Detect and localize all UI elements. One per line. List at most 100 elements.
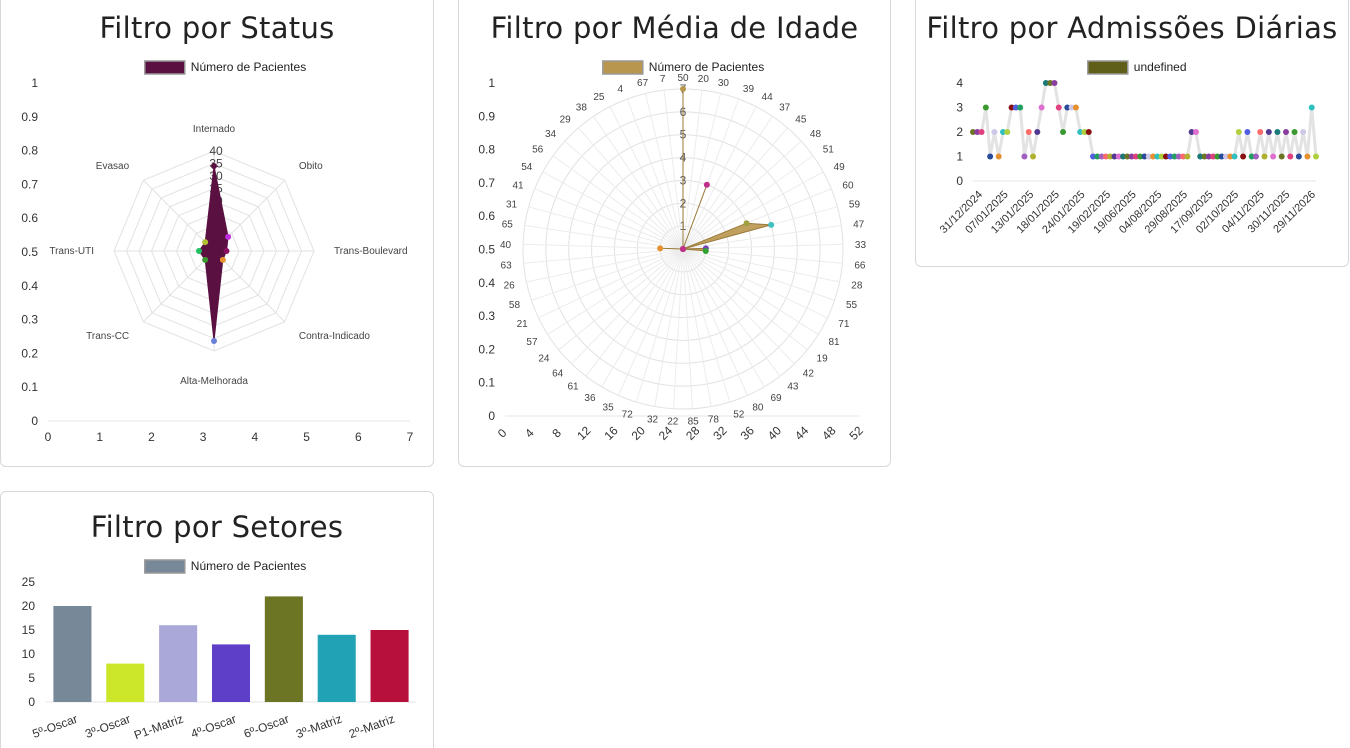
age-y-tick-label: 0.1: [478, 376, 495, 390]
age-radar-point: [657, 245, 664, 252]
age-radar-category-label: 30: [718, 78, 730, 89]
age-radar-spoke: [571, 248, 684, 365]
age-radar-spoke: [578, 127, 684, 250]
age-radar-category-label: 7: [660, 74, 666, 85]
age-radar-point: [680, 246, 686, 252]
sec-bar: [211, 644, 251, 702]
status-y-tick-label: 0.5: [21, 245, 38, 259]
adm-data-point: [1094, 153, 1101, 160]
age-radar-spoke: [524, 224, 684, 250]
status-radial-tick-label: 40: [209, 144, 223, 158]
age-radar-spoke: [682, 140, 802, 250]
sec-x-tick-label: P1-Matriz: [132, 712, 185, 743]
age-radar-category-label: 71: [838, 319, 850, 330]
age-radar-category-label: 36: [584, 393, 596, 404]
age-radar-category-label: 52: [733, 410, 745, 421]
age-radar-spoke: [682, 248, 828, 319]
sec-bar: [370, 630, 409, 702]
adm-data-point: [1214, 153, 1221, 160]
age-radar-category-label: 42: [803, 368, 815, 379]
age-radar-spoke: [682, 248, 795, 365]
adm-y-tick-label: 1: [956, 150, 963, 164]
age-radar-spoke: [682, 248, 835, 301]
age-x-tick-label: 4: [522, 426, 537, 441]
status-radar-point: [202, 256, 209, 263]
adm-data-point: [1124, 153, 1131, 160]
status-radar-category-label: Trans-CC: [86, 331, 129, 342]
age-radar-category-label: 28: [851, 280, 863, 291]
adm-data-point: [1115, 153, 1122, 160]
age-radar-category-label: 56: [532, 145, 544, 156]
age-radar-spoke: [682, 116, 773, 250]
status-radar-point: [211, 163, 217, 169]
age-y-tick-label: 0.4: [478, 276, 495, 290]
adm-data-point: [1021, 153, 1028, 160]
age-radar-category-label: 81: [828, 337, 840, 348]
age-radar-spoke: [534, 188, 684, 250]
adm-data-point: [1004, 129, 1011, 135]
age-radar-category-label: 45: [795, 115, 807, 126]
adm-data-point: [1304, 153, 1311, 160]
age-y-tick-label: 0.2: [478, 342, 495, 356]
adm-data-point: [1150, 153, 1157, 160]
adm-data-point: [1034, 129, 1041, 135]
age-radar-category-label: 19: [817, 353, 829, 364]
adm-data-point: [1055, 104, 1062, 111]
age-radar-spoke: [682, 90, 703, 250]
adm-data-point: [1111, 153, 1118, 160]
sec-x-tick-label: 2º-Matriz: [347, 712, 397, 741]
adm-data-point: [1308, 104, 1315, 111]
age-radar-category-label: 54: [521, 162, 533, 173]
adm-data-point: [1060, 129, 1067, 135]
age-chart-title: Filtro por Média de Idade: [490, 11, 859, 45]
adm-data-point: [1313, 153, 1319, 160]
age-x-tick-label: 40: [765, 423, 785, 443]
adm-legend-label: undefined: [1134, 60, 1187, 74]
age-radar-point: [702, 248, 709, 255]
sec-bar: [264, 596, 303, 702]
adm-data-point: [1235, 129, 1242, 135]
age-x-tick-label: 32: [710, 423, 730, 443]
adm-data-point: [1090, 153, 1097, 160]
status-radar-point: [211, 338, 217, 344]
age-radar-category-label: 51: [823, 145, 835, 156]
adm-data-point: [1017, 104, 1024, 111]
age-legend-swatch: [602, 60, 644, 75]
age-radar-spoke: [682, 248, 843, 264]
adm-data-point: [1012, 104, 1019, 111]
admissions-card: Filtro por Admissões Diárias undefined 0 1…: [915, 0, 1349, 267]
age-radar-category-label: 48: [810, 129, 822, 140]
age-radar-spoke: [682, 171, 824, 250]
adm-data-point: [1257, 129, 1264, 135]
adm-data-point: [1042, 80, 1049, 86]
status-y-tick-label: 0.7: [21, 177, 38, 191]
adm-data-point: [1278, 153, 1285, 160]
age-radar-spoke: [542, 171, 684, 250]
age-radar-point: [680, 86, 686, 92]
age-radar-category-label: 21: [517, 319, 529, 330]
age-y-tick-label: 0.5: [478, 243, 495, 257]
age-radar-spoke: [547, 248, 684, 335]
age-x-tick-label: 20: [629, 423, 649, 443]
age-radar-category-label: 37: [779, 102, 791, 113]
age-radar-spoke: [538, 248, 684, 319]
age-radar-category-label: 39: [743, 84, 755, 95]
adm-data-point: [970, 129, 976, 135]
sec-y-tick-label: 25: [22, 575, 36, 589]
age-radar-chart: Número de Pacientes 0 0.1 0.2 0.3 0.4 0.5 0.6 0.…: [478, 60, 866, 443]
age-radar-spoke: [523, 243, 684, 250]
age-radar-category-label: 24: [538, 353, 550, 364]
age-radar-category-label: 59: [849, 200, 861, 211]
age-radar-point: [768, 221, 775, 228]
age-radar-spoke: [663, 90, 684, 250]
age-radar-spoke: [552, 155, 684, 250]
adm-data-point: [1274, 129, 1281, 135]
adm-data-point: [1158, 153, 1165, 160]
sec-bar: [317, 634, 356, 702]
age-y-tick-label: 1: [488, 76, 495, 90]
age-radar-category-label: 67: [637, 78, 649, 89]
adm-data-point: [987, 153, 994, 160]
age-x-tick-label: 16: [601, 423, 621, 443]
age-radar-spoke: [673, 248, 684, 409]
age-radar-spoke: [682, 93, 722, 250]
